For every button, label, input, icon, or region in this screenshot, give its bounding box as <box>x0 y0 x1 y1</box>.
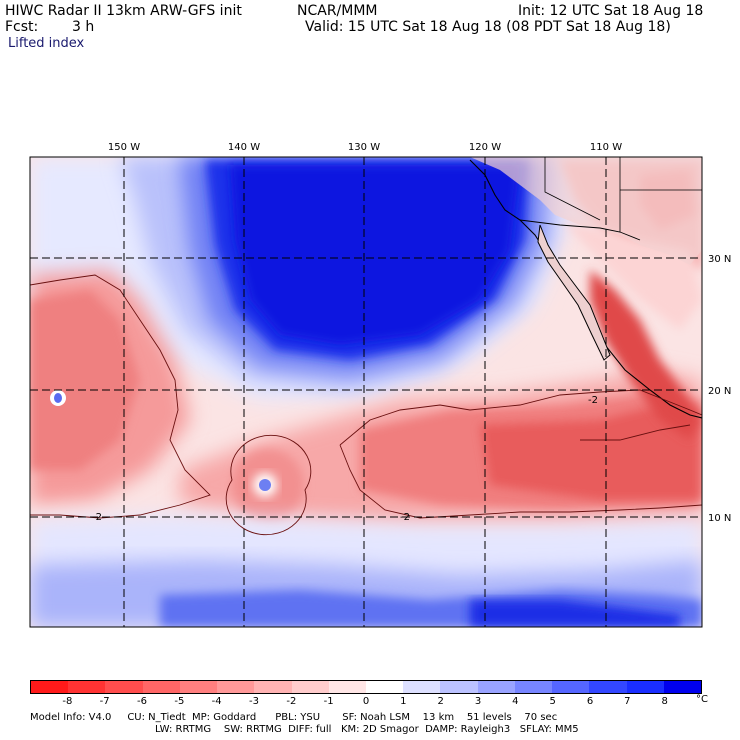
colorbar-swatch <box>254 681 292 693</box>
lat-label-20n: 20 N <box>708 386 731 397</box>
model-title: HIWC Radar II 13km ARW-GFS init <box>5 3 242 19</box>
colorbar-tick-label: 4 <box>512 696 519 707</box>
colorbar-swatch <box>179 681 218 693</box>
colorbar-swatch <box>663 681 701 693</box>
colorbar-tick-label: -2 <box>286 696 297 707</box>
colorbar-unit: °C <box>696 694 708 705</box>
colorbar-swatch <box>105 681 143 693</box>
lat-label-10n: 10 N <box>708 513 731 524</box>
colorbar <box>30 680 702 694</box>
colorbar-tick-label: 5 <box>549 696 556 707</box>
colorbar-tick-label: 8 <box>661 696 668 707</box>
lifted-index-map: -2 -2 -2 150 W 140 W 130 W 120 W 110 W 3… <box>29 142 731 628</box>
colorbar-tick-label: 6 <box>586 696 594 707</box>
colorbar-swatch <box>365 681 404 693</box>
colorbar-tick-label: -5 <box>174 696 185 707</box>
colorbar-swatch <box>589 681 627 693</box>
model-info-line2: LW: RRTMG SW: RRTMG DIFF: full KM: 2D Sm… <box>155 724 579 735</box>
colorbar-swatch <box>552 681 590 693</box>
lon-label-140w: 140 W <box>228 142 260 153</box>
field-name: Lifted index <box>8 36 85 51</box>
colorbar-swatch <box>328 681 366 693</box>
graticule <box>30 157 702 627</box>
map-field <box>30 157 702 627</box>
colorbar-swatch <box>514 681 553 693</box>
lon-label-150w: 150 W <box>108 142 140 153</box>
colorbar-swatch <box>477 681 515 693</box>
map-frame <box>29 156 703 628</box>
colorbar-tick-label: -1 <box>323 696 334 707</box>
center-name: NCAR/MMM <box>297 3 378 19</box>
lon-label-130w: 130 W <box>348 142 380 153</box>
colorbar-tick-label: -3 <box>249 696 259 707</box>
colorbar-swatch <box>291 681 329 693</box>
colorbar-swatch <box>403 681 441 693</box>
model-info-line1: Model Info: V4.0 CU: N_Tiedt MP: Goddard… <box>30 712 558 723</box>
valid-time: Valid: 15 UTC Sat 18 Aug 18 (08 PDT Sat … <box>305 19 671 35</box>
colorbar-tick-label: 7 <box>624 696 631 707</box>
colorbar-tick-label: -8 <box>62 696 73 707</box>
init-time: Init: 12 UTC Sat 18 Aug 18 <box>518 3 704 19</box>
colorbar-swatch <box>142 681 180 693</box>
contour-label: -2 <box>400 512 410 523</box>
contour-label: -2 <box>92 512 102 523</box>
fcst-label: Fcst: <box>5 19 39 35</box>
colorbar-swatch <box>217 681 255 693</box>
colorbar-swatch <box>31 681 69 693</box>
colorbar-tick-label: 3 <box>474 696 482 707</box>
lon-label-120w: 120 W <box>469 142 501 153</box>
colorbar-tick-label: 1 <box>400 696 407 707</box>
contour-label: -2 <box>588 395 598 406</box>
colorbar-tick-label: 0 <box>362 696 370 707</box>
colorbar-swatch <box>626 681 664 693</box>
colorbar-tick-label: -4 <box>211 696 222 707</box>
lon-label-110w: 110 W <box>590 142 622 153</box>
colorbar-tick-label: 2 <box>437 696 444 707</box>
lat-label-30n: 30 N <box>708 254 731 265</box>
colorbar-swatch <box>68 681 106 693</box>
fcst-value: 3 h <box>72 19 95 35</box>
colorbar-tick-label: -7 <box>99 696 110 707</box>
colorbar-tick-label: -6 <box>137 696 147 707</box>
colorbar-swatch <box>440 681 478 693</box>
